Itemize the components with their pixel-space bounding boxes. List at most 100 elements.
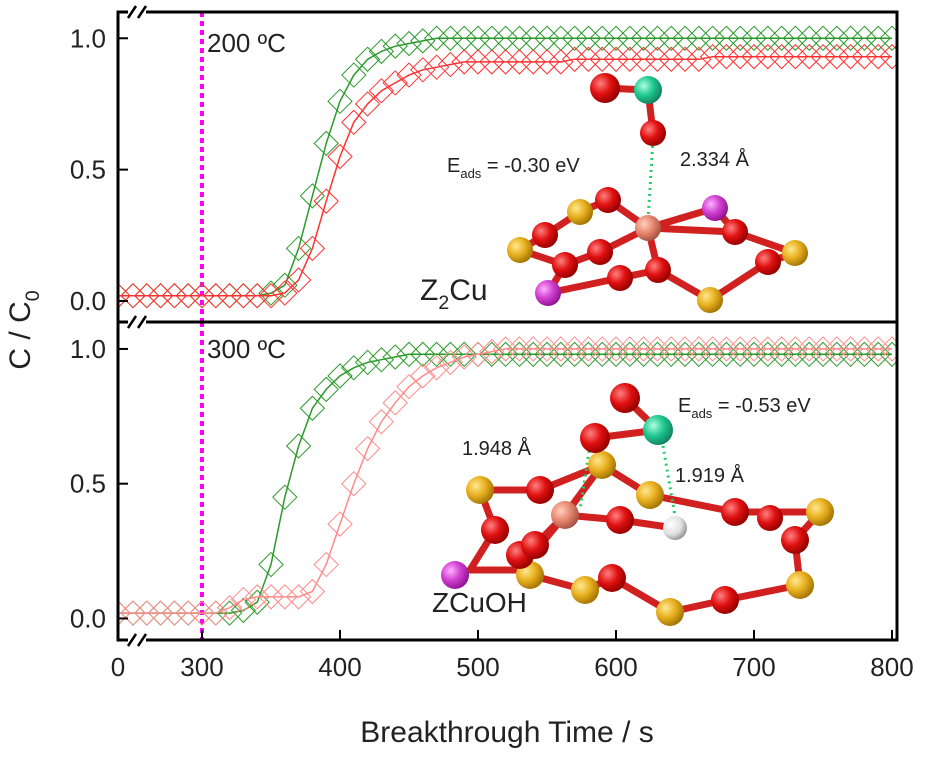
- series-line: [119, 353, 892, 614]
- marker: [423, 54, 450, 80]
- annotation-text: 1.919 Å: [675, 464, 745, 487]
- marker: [382, 390, 408, 416]
- marker: [824, 43, 850, 70]
- marker: [741, 336, 767, 362]
- marker: [327, 88, 353, 115]
- marker: [506, 49, 533, 75]
- marker: [341, 62, 367, 88]
- y-tick-label: 0.0: [70, 286, 106, 316]
- marker: [382, 344, 408, 370]
- marker: [699, 341, 726, 368]
- marker: [617, 25, 643, 51]
- marker: [119, 284, 131, 308]
- marker: [437, 25, 464, 51]
- marker: [299, 235, 326, 262]
- marker: [851, 25, 878, 51]
- marker: [644, 336, 671, 362]
- annotation: ZCuOH: [432, 587, 527, 618]
- marker: [713, 336, 740, 362]
- marker: [796, 25, 822, 51]
- marker: [713, 341, 740, 368]
- marker: [230, 597, 257, 624]
- marker: [534, 49, 560, 75]
- marker: [768, 25, 795, 51]
- marker: [189, 283, 215, 309]
- marker: [258, 584, 284, 610]
- marker: [561, 341, 588, 368]
- annotation-sub: ads: [691, 406, 712, 421]
- marker: [879, 341, 896, 368]
- marker: [810, 43, 836, 70]
- marker: [630, 25, 657, 51]
- marker: [437, 349, 464, 376]
- annotation-text2: = -0.30 eV: [481, 155, 580, 177]
- marker: [796, 341, 822, 368]
- axis-break: [126, 315, 148, 329]
- marker: [147, 600, 174, 626]
- marker: [175, 600, 201, 626]
- marker: [479, 49, 505, 75]
- marker: [548, 336, 574, 362]
- marker: [368, 347, 395, 373]
- marker: [410, 57, 436, 83]
- x-axis-label: Breakthrough Time / s: [360, 716, 653, 749]
- marker: [451, 49, 477, 75]
- marker: [879, 43, 896, 70]
- marker: [617, 46, 643, 72]
- marker: [796, 336, 822, 362]
- marker: [617, 336, 643, 362]
- marker: [341, 109, 367, 136]
- marker: [285, 433, 312, 459]
- marker: [672, 341, 698, 368]
- x-tick-label: 500: [456, 652, 499, 682]
- x-tick-label: 600: [594, 652, 637, 682]
- marker: [189, 600, 215, 626]
- y-tick-label: 0.0: [70, 603, 106, 633]
- y-axis-label: C / C0: [4, 290, 44, 369]
- marker: [520, 49, 546, 75]
- marker: [658, 46, 684, 72]
- marker: [603, 25, 629, 51]
- marker: [575, 341, 602, 368]
- marker: [216, 594, 243, 621]
- marker: [423, 25, 450, 51]
- marker: [796, 43, 822, 70]
- marker: [865, 25, 891, 51]
- marker: [727, 341, 753, 368]
- molecule-z2cu: [507, 73, 808, 313]
- annotation-text: 1.948 Å: [462, 437, 532, 460]
- annotation-text: 200 ºC: [207, 28, 286, 58]
- marker: [161, 283, 188, 309]
- marker: [313, 188, 339, 214]
- annotation-text: E: [447, 155, 460, 177]
- annotation: Eads = -0.53 eV: [678, 395, 811, 421]
- marker: [506, 341, 533, 368]
- marker: [603, 336, 629, 362]
- marker: [548, 49, 574, 75]
- marker: [658, 25, 684, 51]
- marker: [851, 341, 878, 368]
- marker: [865, 336, 891, 362]
- marker: [575, 336, 602, 362]
- marker: [368, 78, 395, 104]
- series-group: [119, 25, 896, 309]
- marker: [354, 91, 381, 117]
- marker: [396, 30, 422, 57]
- marker: [548, 341, 574, 368]
- marker: [506, 336, 533, 362]
- axis-break: [126, 5, 148, 19]
- marker: [396, 62, 422, 88]
- plot-area: [119, 12, 896, 640]
- annotation-text: E: [678, 395, 691, 417]
- marker: [810, 336, 836, 362]
- marker: [713, 25, 740, 51]
- marker: [230, 283, 257, 309]
- marker: [644, 46, 671, 72]
- marker: [851, 336, 878, 362]
- marker: [299, 395, 326, 421]
- marker: [285, 584, 312, 610]
- marker: [810, 341, 836, 368]
- marker: [603, 46, 629, 72]
- marker: [824, 25, 850, 51]
